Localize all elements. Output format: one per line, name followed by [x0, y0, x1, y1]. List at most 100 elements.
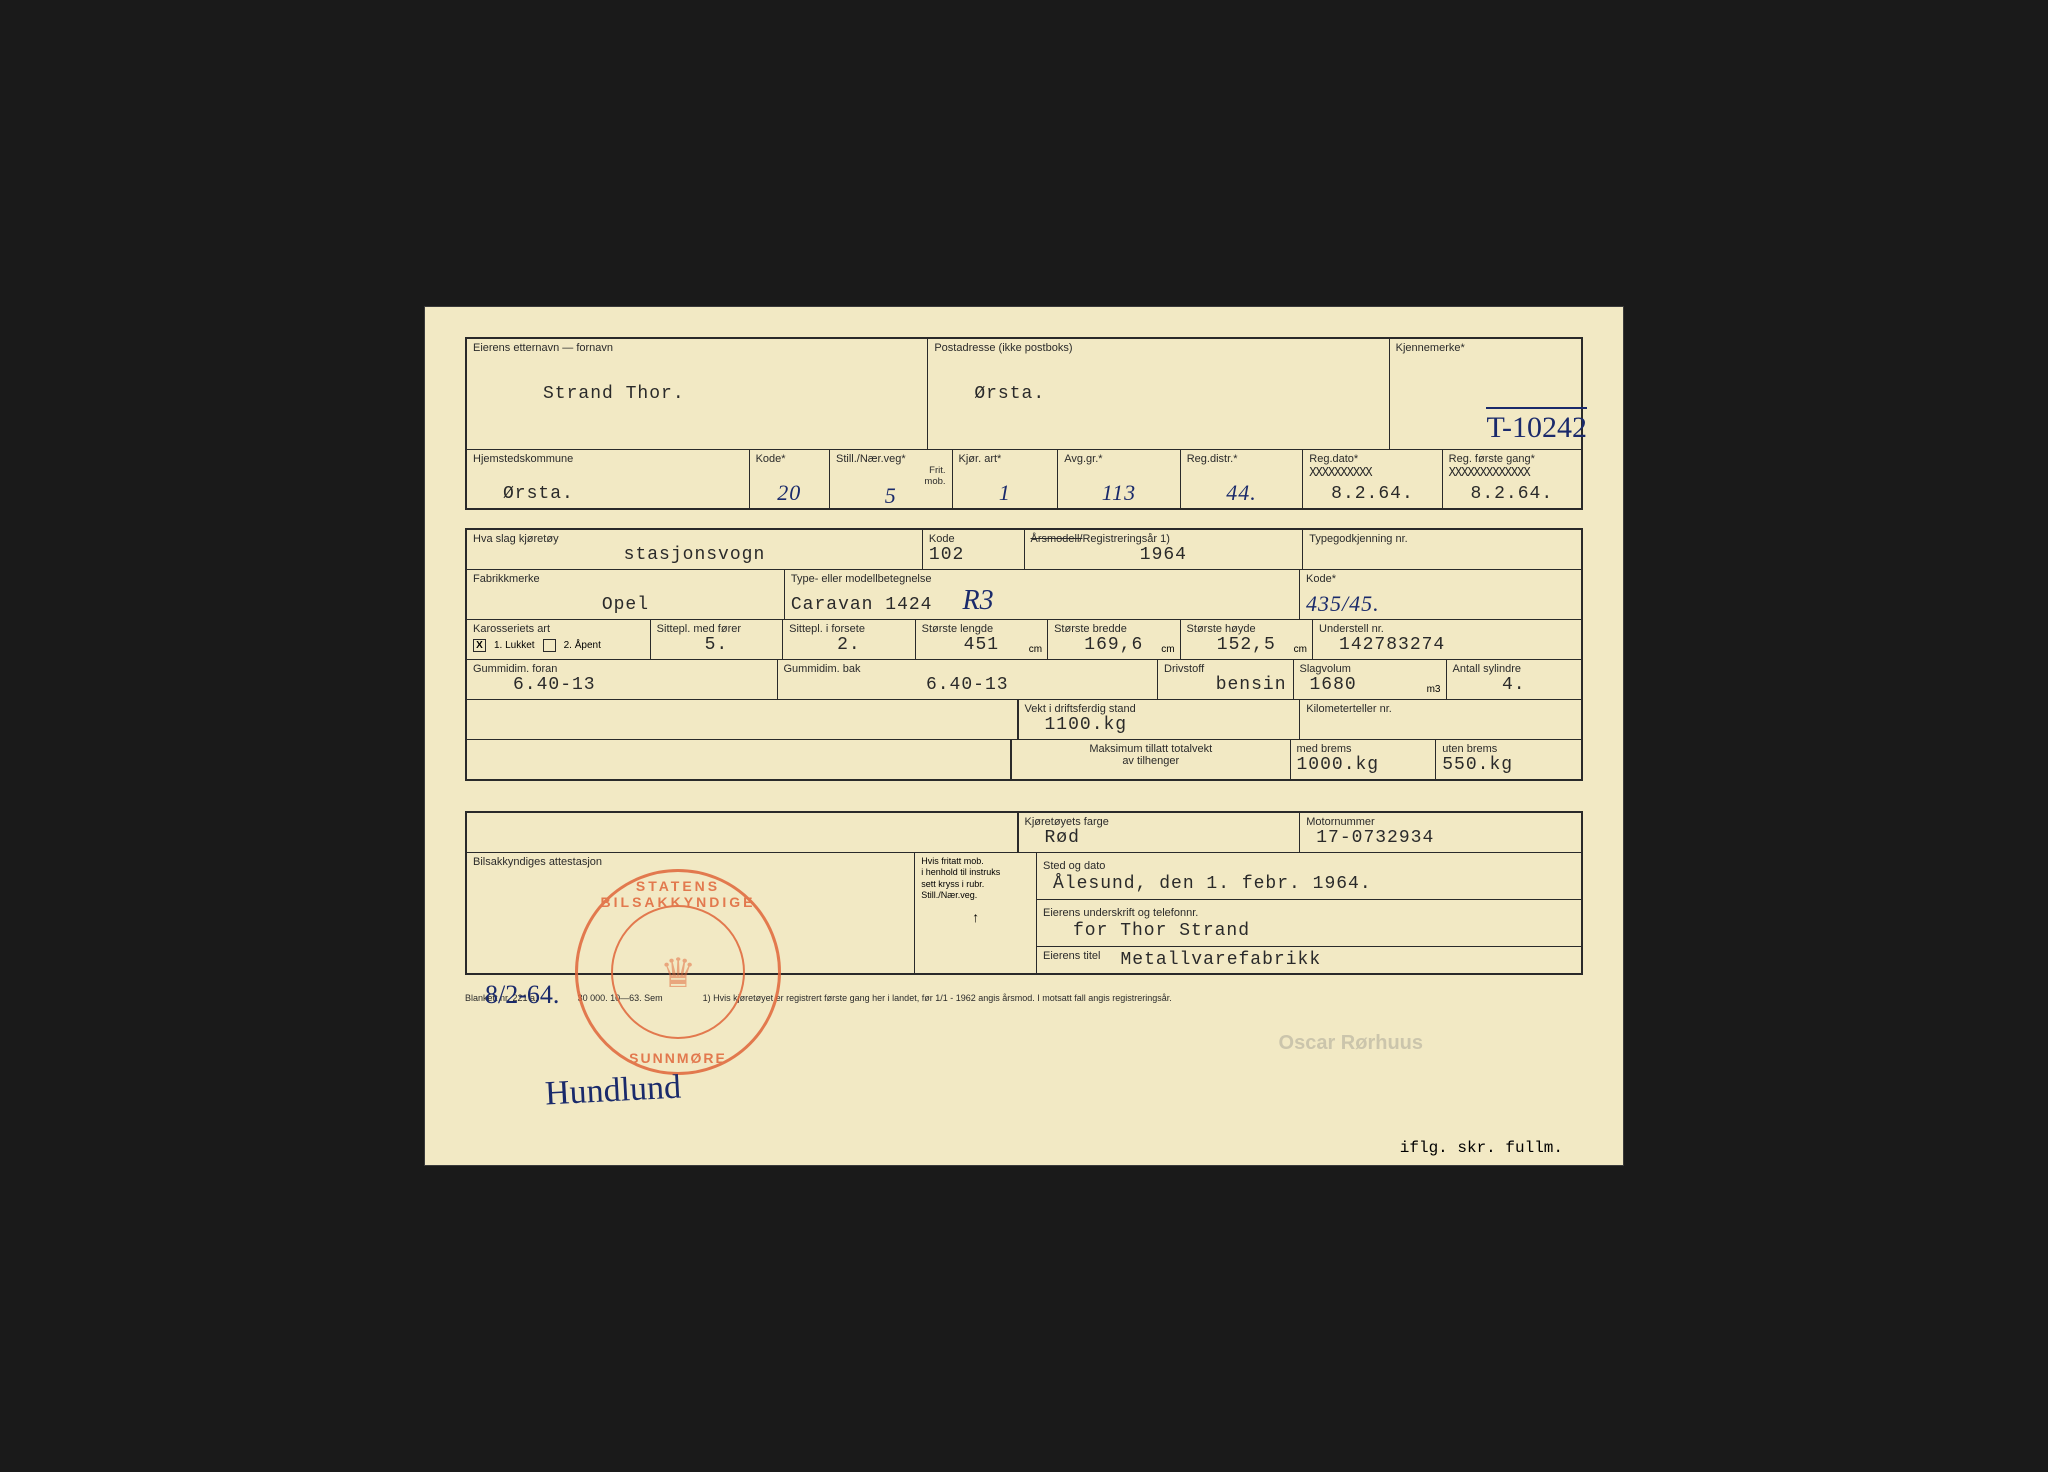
instr-text: Hvis fritatt mob. i henhold til instruks…: [921, 856, 1030, 901]
year-label: Årsmodell/Registreringsår 1): [1031, 533, 1297, 545]
disp-value: 1680: [1300, 675, 1440, 697]
still-label: Still./Nær.veg*: [836, 453, 946, 465]
chassis-value: 142783274: [1319, 635, 1575, 657]
distr-cell: Reg.distr.* 44.: [1181, 450, 1304, 508]
regdato-value: 8.2.64.: [1309, 484, 1435, 506]
cyl-value: 4.: [1453, 675, 1576, 697]
height-cell: Største høyde 152,5 cm: [1181, 620, 1313, 659]
front-cell: Sittepl. i forsete 2.: [783, 620, 915, 659]
unbraked-value: 550.kg: [1442, 755, 1575, 777]
weight-label: Vekt i driftsferdig stand: [1025, 703, 1294, 715]
unbraked-label: uten brems: [1442, 743, 1575, 755]
avg-value: 113: [1064, 480, 1174, 506]
sign-label: Eierens underskrift og telefonnr.: [1043, 907, 1198, 919]
color-cell: Kjøretøyets farge Rød: [1019, 813, 1301, 852]
approval-cell: Typegodkjenning nr.: [1303, 530, 1581, 569]
length-label: Største lengde: [922, 623, 1041, 635]
year-cell: Årsmodell/Registreringsår 1) 1964: [1025, 530, 1304, 569]
avg-label: Avg.gr.*: [1064, 453, 1174, 465]
tyref-label: Gummidim. foran: [473, 663, 771, 675]
footer-mid: 30 000. 10—63. Sem: [578, 993, 663, 1003]
braked-cell: med brems 1000.kg: [1291, 740, 1437, 779]
weight-value: 1100.kg: [1025, 715, 1294, 737]
first-value: 8.2.64.: [1449, 484, 1575, 506]
kode-label: Kode*: [756, 453, 823, 465]
cm-unit-2: cm: [1161, 644, 1174, 655]
address-label: Postadresse (ikke postboks): [934, 342, 1382, 354]
vkode-label: Kode: [929, 533, 1018, 545]
header-section: Eierens etternavn — fornavn Strand Thor.…: [465, 337, 1583, 510]
attest-date-hw: 8/2-64.: [485, 980, 559, 1010]
fuel-label: Drivstoff: [1164, 663, 1287, 675]
title-value: Metallvarefabrikk: [1120, 950, 1321, 972]
attest-cell: Bilsakkyndiges attestasjon: [467, 853, 915, 973]
width-label: Største bredde: [1054, 623, 1173, 635]
still-cell: Still./Nær.veg* Frit. mob. 5: [830, 450, 953, 508]
place-value: Ålesund, den 1. febr. 1964.: [1043, 874, 1575, 896]
engine-value: 17-0732934: [1306, 828, 1575, 850]
art-value: 1: [959, 480, 1052, 506]
vehicle-section: Hva slag kjøretøy stasjonsvogn Kode 102 …: [465, 528, 1583, 781]
vtype-cell: Hva slag kjøretøy stasjonsvogn: [467, 530, 923, 569]
footer: Blankett nr. 221 a. 30 000. 10—63. Sem 1…: [465, 993, 1583, 1003]
avg-cell: Avg.gr.* 113: [1058, 450, 1181, 508]
kode-value: 20: [756, 480, 823, 506]
attest-label: Bilsakkyndiges attestasjon: [473, 856, 908, 868]
cyl-cell: Antall sylindre 4.: [1447, 660, 1582, 699]
distr-label: Reg.distr.*: [1187, 453, 1297, 465]
place-label: Sted og dato: [1043, 860, 1105, 872]
kode2-cell: Kode* 435/45.: [1300, 570, 1581, 619]
approval-label: Typegodkjenning nr.: [1309, 533, 1575, 545]
plate-label: Kjennemerke*: [1396, 342, 1575, 354]
owner-cell: Eierens etternavn — fornavn Strand Thor.: [467, 339, 928, 449]
muni-cell: Hjemstedskommune Ørsta.: [467, 450, 750, 508]
kode2-label: Kode*: [1306, 573, 1575, 585]
tyrer-cell: Gummidim. bak 6.40-13: [778, 660, 1159, 699]
width-cell: Største bredde 169,6 cm: [1048, 620, 1180, 659]
body-opt1: 1. Lukket: [494, 640, 535, 651]
plate-handwritten: T-10242: [1486, 407, 1587, 445]
arrow-icon: ↑: [921, 911, 1030, 927]
art-cell: Kjør. art* 1: [953, 450, 1059, 508]
lower-section: Kjøretøyets farge Rød Motornummer 17-073…: [465, 811, 1583, 975]
vtype-value: stasjonsvogn: [473, 545, 916, 567]
distr-value: 44.: [1187, 480, 1297, 506]
body-label: Karosseriets art: [473, 623, 644, 635]
model-label: Type- eller modellbetegnelse: [791, 573, 1293, 585]
model-value: Caravan 1424: [791, 595, 933, 617]
address-value: Ørsta.: [934, 384, 1382, 406]
height-label: Største høyde: [1187, 623, 1306, 635]
owner-value: Strand Thor.: [473, 384, 921, 406]
braked-label: med brems: [1297, 743, 1430, 755]
signature-hw: Hundlund: [544, 1068, 682, 1113]
muni-value: Ørsta.: [473, 484, 743, 506]
odo-label: Kilometerteller nr.: [1306, 703, 1575, 715]
footer-hw: iflg. skr. fullm.: [1400, 1139, 1563, 1157]
year-value: 1964: [1031, 545, 1297, 567]
regdato-cell: Reg.dato* XXXXXXXXXX 8.2.64.: [1303, 450, 1442, 508]
engine-label: Motornummer: [1306, 816, 1575, 828]
seats-label: Sittepl. med fører: [657, 623, 776, 635]
regdato-label: Reg.dato*: [1309, 453, 1435, 465]
footer-note: 1) Hvis kjøretøyet er registrert første …: [703, 993, 1172, 1003]
height-value: 152,5: [1187, 635, 1306, 657]
unbraked-cell: uten brems 550.kg: [1436, 740, 1581, 779]
empty-left-2: [467, 740, 1012, 779]
chassis-label: Understell nr.: [1319, 623, 1575, 635]
address-cell: Postadresse (ikke postboks) Ørsta.: [928, 339, 1389, 449]
tyrer-value: 6.40-13: [784, 675, 1152, 697]
trailer-cell: Maksimum tillatt totalvekt av tilhenger: [1012, 740, 1291, 779]
vkode-value: 102: [929, 545, 1018, 567]
color-value: Rød: [1025, 828, 1294, 850]
owner-label: Eierens etternavn — fornavn: [473, 342, 921, 354]
cyl-label: Antall sylindre: [1453, 663, 1576, 675]
tyref-value: 6.40-13: [473, 675, 771, 697]
front-label: Sittepl. i forsete: [789, 623, 908, 635]
title-label: Eierens titel: [1043, 950, 1100, 962]
length-cell: Største lengde 451 cm: [916, 620, 1048, 659]
first-strike: XXXXXXXXXXXXX: [1449, 465, 1575, 479]
chassis-cell: Understell nr. 142783274: [1313, 620, 1581, 659]
tyrer-label: Gummidim. bak: [784, 663, 1152, 675]
kode-cell: Kode* 20: [750, 450, 830, 508]
regdato-strike: XXXXXXXXXX: [1309, 465, 1435, 479]
